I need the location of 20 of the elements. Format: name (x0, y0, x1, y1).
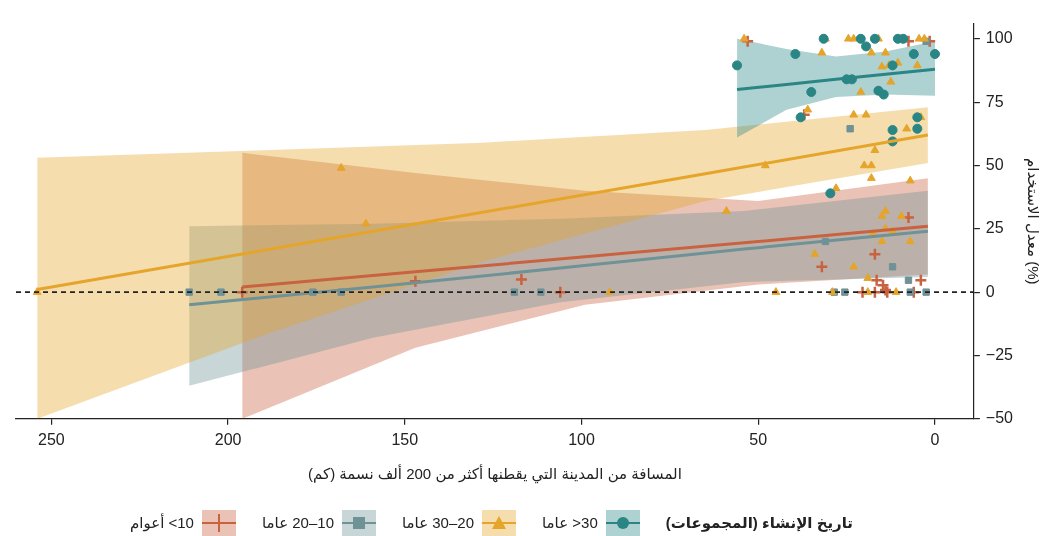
x-tick-label: 200 (214, 430, 242, 448)
x-tick-label: 250 (37, 430, 65, 448)
x-tick-label: 150 (391, 430, 419, 448)
y-tick-label: 25 (985, 219, 1004, 237)
y-tick-label: 75 (985, 92, 1004, 110)
legend-label: 20–30 عاما (401, 514, 474, 532)
legend-label: 30< عاما (542, 514, 598, 532)
x-axis-title: المسافة من المدينة التي يقطنها أكثر من 200 ألف نسمة (كم) (308, 464, 682, 485)
y-axis-title: معدل الاستخدام (%) (1023, 157, 1042, 285)
legend-label: 10–20 عاما (261, 514, 334, 532)
legend-label: 10> أعوام (130, 514, 194, 532)
y-tick-label: −50 (985, 409, 1014, 427)
y-tick-label: 100 (985, 29, 1013, 47)
y-tick-label: 0 (985, 282, 995, 300)
x-tick-label: 100 (568, 430, 595, 448)
y-tick-label: −25 (985, 345, 1014, 363)
x-tick-label: 0 (930, 430, 940, 448)
legend-title: تاريخ الإنشاء (المجموعات) (665, 514, 853, 532)
x-tick-label: 50 (749, 430, 768, 448)
y-tick-label: 50 (985, 155, 1004, 173)
